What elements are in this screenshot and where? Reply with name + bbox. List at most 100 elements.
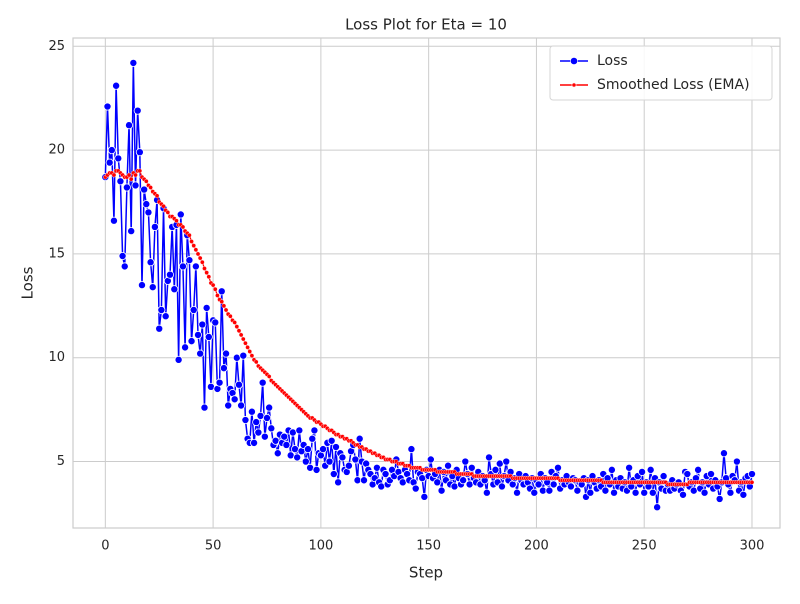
data-point bbox=[312, 465, 321, 474]
data-point bbox=[187, 232, 192, 238]
y-tick-label: 25 bbox=[48, 39, 65, 54]
data-point bbox=[194, 330, 203, 339]
data-point bbox=[219, 364, 228, 373]
data-point bbox=[206, 274, 212, 280]
data-point bbox=[228, 313, 233, 319]
data-point bbox=[252, 418, 261, 427]
data-point bbox=[191, 243, 197, 248]
data-point bbox=[280, 432, 289, 441]
y-axis-label: Loss bbox=[19, 266, 37, 299]
data-point bbox=[338, 453, 347, 462]
data-point bbox=[165, 210, 171, 215]
data-point bbox=[191, 262, 200, 271]
data-point bbox=[631, 488, 640, 497]
data-point bbox=[491, 465, 500, 474]
data-point bbox=[217, 287, 226, 296]
data-point bbox=[129, 58, 138, 67]
data-point bbox=[230, 395, 239, 404]
data-point bbox=[224, 401, 233, 410]
legend-box bbox=[549, 45, 773, 101]
data-point bbox=[202, 266, 207, 271]
data-point bbox=[189, 305, 198, 314]
data-point bbox=[222, 349, 231, 358]
data-point bbox=[219, 299, 225, 304]
data-point bbox=[653, 503, 662, 512]
data-point bbox=[127, 227, 136, 236]
data-point bbox=[502, 457, 511, 466]
data-point bbox=[181, 343, 190, 352]
data-point bbox=[266, 374, 272, 379]
data-point bbox=[325, 457, 334, 466]
data-point bbox=[111, 172, 117, 178]
data-point bbox=[726, 488, 735, 497]
data-point bbox=[109, 216, 118, 225]
data-point bbox=[607, 465, 616, 474]
data-point bbox=[254, 428, 263, 437]
data-point bbox=[253, 359, 259, 365]
x-axis-label: Step bbox=[409, 564, 443, 582]
data-point bbox=[601, 486, 610, 495]
data-point bbox=[303, 445, 312, 454]
data-point bbox=[140, 185, 149, 194]
data-point bbox=[204, 332, 213, 341]
data-point bbox=[198, 320, 207, 329]
data-point bbox=[122, 183, 131, 192]
data-point bbox=[310, 426, 319, 435]
data-point bbox=[262, 413, 271, 422]
data-point bbox=[467, 463, 476, 472]
data-point bbox=[210, 282, 216, 288]
data-point bbox=[146, 258, 155, 267]
x-tick-label: 250 bbox=[632, 539, 657, 554]
data-point bbox=[549, 480, 558, 489]
x-tick-label: 200 bbox=[524, 539, 549, 554]
data-point bbox=[638, 467, 647, 476]
data-point bbox=[426, 455, 435, 464]
data-point bbox=[114, 154, 123, 163]
data-point bbox=[267, 424, 276, 433]
data-point bbox=[125, 121, 134, 130]
data-point bbox=[215, 378, 224, 387]
y-tick-label: 20 bbox=[48, 143, 65, 158]
legend-label: Smoothed Loss (EMA) bbox=[597, 77, 750, 93]
data-point bbox=[202, 303, 211, 312]
data-point bbox=[482, 488, 491, 497]
data-point bbox=[247, 349, 253, 354]
data-point bbox=[683, 470, 692, 479]
data-point bbox=[513, 488, 522, 497]
x-tick-label: 300 bbox=[740, 539, 765, 554]
data-point bbox=[234, 380, 243, 389]
data-point bbox=[237, 401, 246, 410]
data-point bbox=[137, 281, 146, 290]
data-point bbox=[103, 102, 112, 111]
data-point bbox=[707, 470, 716, 479]
data-point bbox=[157, 305, 166, 314]
data-point bbox=[236, 328, 242, 334]
data-point bbox=[381, 470, 390, 479]
data-point bbox=[176, 210, 185, 219]
data-point bbox=[180, 224, 186, 230]
chart-title: Loss Plot for Eta = 10 bbox=[345, 16, 507, 34]
data-point bbox=[694, 465, 703, 474]
data-point bbox=[282, 440, 291, 449]
data-point bbox=[193, 247, 199, 253]
data-point bbox=[249, 353, 255, 358]
data-point bbox=[411, 484, 420, 493]
data-point bbox=[640, 488, 649, 497]
data-point bbox=[245, 345, 250, 350]
y-tick-label: 5 bbox=[57, 454, 65, 469]
data-point bbox=[144, 208, 153, 217]
data-point bbox=[196, 349, 205, 358]
data-point bbox=[747, 470, 756, 479]
data-point bbox=[331, 443, 340, 452]
data-point bbox=[143, 178, 149, 184]
data-point bbox=[308, 434, 317, 443]
data-point bbox=[260, 432, 269, 441]
data-point bbox=[212, 286, 218, 292]
data-point bbox=[265, 403, 274, 412]
data-point bbox=[197, 255, 203, 261]
data-point bbox=[258, 378, 267, 387]
data-point bbox=[329, 470, 338, 479]
data-point bbox=[241, 416, 250, 425]
data-point bbox=[234, 324, 240, 329]
data-point bbox=[715, 494, 724, 503]
